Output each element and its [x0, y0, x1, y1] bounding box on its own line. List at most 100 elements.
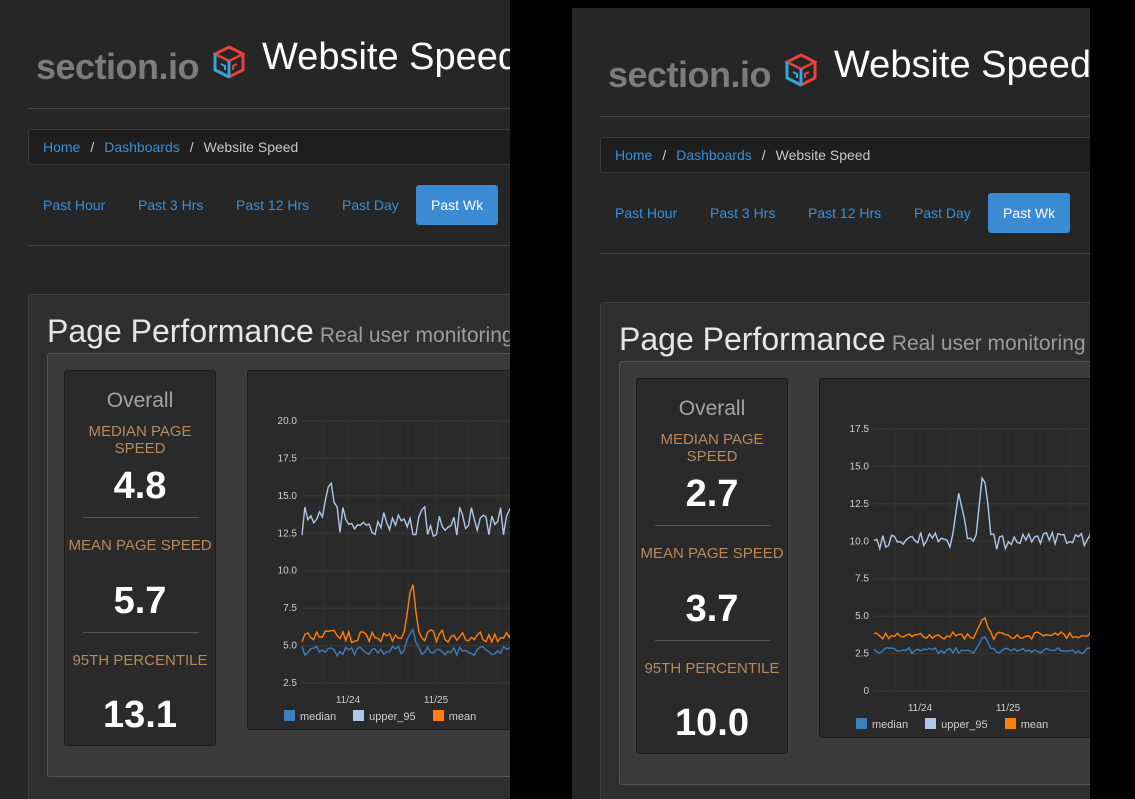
- chart-legend: median upper_95 mean: [284, 710, 490, 723]
- tab-past-wk[interactable]: Past Wk: [416, 185, 499, 225]
- mean-value: 5.7: [113, 580, 167, 622]
- y-tick-label: 17.5: [850, 424, 870, 435]
- site-header: section.io Website Speed: [572, 8, 1090, 118]
- median-value: 2.7: [685, 473, 739, 515]
- y-tick-label: 10.0: [278, 566, 298, 577]
- site-header: section.io Website Speed: [0, 0, 510, 110]
- y-tick-label: 12.5: [278, 528, 298, 539]
- speed-chart: 2.5 5.0 7.5 10.0 12.5 15.0 17.5 20.0 11/24 11/25 …: [247, 370, 510, 730]
- x-tick-label: 11/25: [424, 695, 449, 706]
- tab-past-3-hrs[interactable]: Past 3 Hrs: [710, 205, 776, 221]
- page-title: Website Speed: [262, 36, 510, 78]
- card-title-text: Page Performance: [47, 313, 314, 349]
- x-tick-label: 11/25: [996, 703, 1021, 714]
- breadcrumb-separator: /: [662, 147, 667, 163]
- legend-swatch: [1004, 718, 1016, 729]
- median-label: MEDIAN PAGE SPEED: [660, 431, 764, 465]
- breadcrumb: Home / Dashboards / Website Speed: [28, 129, 510, 165]
- legend-label: mean: [448, 711, 477, 723]
- x-tick-label: 11/24: [908, 703, 933, 714]
- stats-summary: Overall MEDIAN PAGE SPEED 2.7 MEAN PAGE …: [636, 378, 788, 754]
- header-divider: [600, 116, 1090, 117]
- stats-divider: [83, 632, 199, 633]
- series-line-upper_95: [873, 475, 1090, 552]
- speed-chart: 0 2.5 5.0 7.5 10.0 12.5 15.0 17.5 11/24 11/25 med…: [819, 378, 1090, 738]
- tab-past-hour[interactable]: Past Hour: [43, 197, 106, 213]
- brand-name[interactable]: section.io: [36, 46, 200, 87]
- y-tick-label: 12.5: [850, 499, 870, 510]
- legend-swatch: [353, 710, 365, 721]
- overall-heading: Overall: [106, 389, 174, 412]
- tab-past-3-hrs[interactable]: Past 3 Hrs: [138, 197, 204, 213]
- dashboard-panel-left: section.io Website Speed Home / Dashboards…: [0, 0, 510, 799]
- page-title: Website Speed: [834, 44, 1090, 86]
- card-subtitle: Real user monitoring: [319, 324, 510, 347]
- series-line-upper_95: [301, 481, 510, 538]
- breadcrumb-dashboards[interactable]: Dashboards: [676, 147, 752, 163]
- y-tick-label: 17.5: [278, 453, 298, 464]
- tab-past-day[interactable]: Past Day: [342, 197, 399, 213]
- page-performance-card: Page Performance Real user monitoring Ove…: [600, 302, 1090, 799]
- card-title: Page Performance Real user monitoring: [619, 321, 1086, 358]
- legend-swatch: [284, 710, 295, 721]
- breadcrumb-home[interactable]: Home: [43, 139, 81, 155]
- card-body: Overall MEDIAN PAGE SPEED 2.7 MEAN PAGE …: [619, 361, 1090, 785]
- speed-chart-svg: 0 2.5 5.0 7.5 10.0 12.5 15.0 17.5 11/24 11/25: [850, 424, 1090, 714]
- breadcrumb-home[interactable]: Home: [615, 147, 653, 163]
- legend-label: median: [300, 711, 337, 723]
- y-tick-label: 2.5: [855, 649, 869, 660]
- y-tick-label: 15.0: [850, 461, 870, 472]
- legend-swatch: [856, 718, 867, 729]
- stats-summary: Overall MEDIAN PAGE SPEED 4.8 MEAN PAGE …: [64, 370, 216, 746]
- series-line-median: [873, 636, 1090, 655]
- panel-gap: [510, 0, 572, 799]
- chart-legend: median upper_95 mean: [856, 718, 1062, 731]
- page-performance-card: Page Performance Real user monitoring Ove…: [28, 294, 510, 799]
- time-range-tabs: Past Hour Past 3 Hrs Past 12 Hrs Past Da…: [600, 193, 1090, 233]
- p95-value: 10.0: [675, 702, 749, 744]
- tab-past-hour[interactable]: Past Hour: [615, 205, 678, 221]
- breadcrumb: Home / Dashboards / Website Speed: [600, 137, 1090, 173]
- legend-median[interactable]: median: [284, 710, 336, 723]
- series-line-median: [301, 627, 510, 658]
- panel-gap-right: [1090, 0, 1135, 799]
- mean-label: MEAN PAGE SPEED: [640, 545, 784, 562]
- legend-upper-95[interactable]: upper_95: [925, 718, 988, 731]
- stats-divider: [655, 640, 771, 641]
- dashboard-panel-right: section.io Website Speed Home / Dashboards…: [572, 8, 1090, 799]
- stats-divider: [655, 525, 771, 526]
- legend-mean[interactable]: mean: [432, 710, 477, 723]
- p95-label: 95TH PERCENTILE: [644, 660, 780, 677]
- breadcrumb-current: Website Speed: [775, 147, 871, 163]
- y-tick-label: 7.5: [283, 603, 297, 614]
- breadcrumb-separator: /: [189, 139, 194, 155]
- legend-label: upper_95: [941, 719, 988, 731]
- breadcrumb-separator: /: [90, 139, 95, 155]
- tab-past-12-hrs[interactable]: Past 12 Hrs: [236, 197, 310, 213]
- tab-past-day[interactable]: Past Day: [914, 205, 971, 221]
- legend-mean[interactable]: mean: [1004, 718, 1049, 731]
- overall-heading: Overall: [678, 397, 746, 420]
- series-line-mean: [873, 616, 1090, 641]
- card-body: Overall MEDIAN PAGE SPEED 4.8 MEAN PAGE …: [47, 353, 510, 777]
- stats-divider: [83, 517, 199, 518]
- y-tick-label: 20.0: [278, 416, 298, 427]
- breadcrumb-separator: /: [761, 147, 766, 163]
- legend-upper-95[interactable]: upper_95: [353, 710, 416, 723]
- tab-past-wk[interactable]: Past Wk: [988, 193, 1071, 233]
- legend-label: median: [872, 719, 909, 731]
- y-tick-label: 5.0: [855, 611, 869, 622]
- legend-median[interactable]: median: [856, 718, 908, 731]
- card-title-text: Page Performance: [619, 321, 886, 357]
- y-tick-label: 5.0: [283, 641, 297, 652]
- mean-value: 3.7: [685, 588, 739, 630]
- tabs-divider: [600, 253, 1090, 254]
- legend-label: mean: [1020, 719, 1049, 731]
- tabs-divider: [28, 245, 510, 246]
- x-tick-label: 11/24: [336, 695, 361, 706]
- tab-past-12-hrs[interactable]: Past 12 Hrs: [808, 205, 882, 221]
- breadcrumb-dashboards[interactable]: Dashboards: [104, 139, 180, 155]
- breadcrumb-current: Website Speed: [203, 139, 299, 155]
- cube-logo-icon: [212, 45, 246, 79]
- brand-name[interactable]: section.io: [608, 54, 772, 95]
